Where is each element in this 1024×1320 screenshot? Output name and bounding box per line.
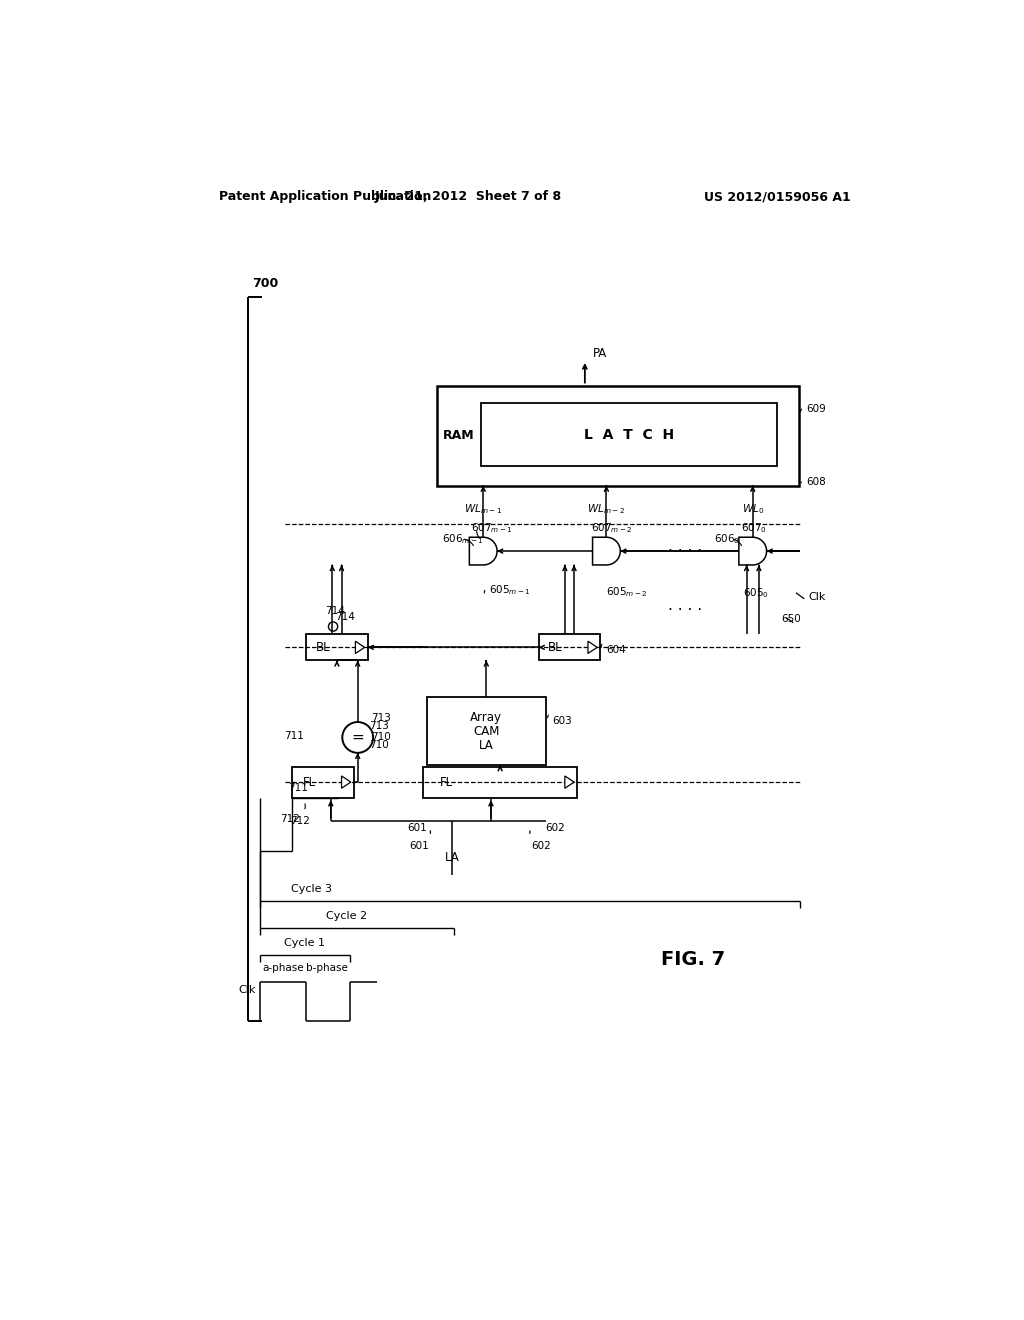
Text: $607_{m-2}$: $607_{m-2}$ bbox=[591, 521, 633, 535]
Text: LA: LA bbox=[479, 739, 494, 751]
Polygon shape bbox=[593, 537, 621, 565]
Text: 714: 714 bbox=[335, 612, 354, 622]
Text: $WL_{m-2}$: $WL_{m-2}$ bbox=[588, 502, 626, 516]
Bar bbox=[423, 767, 578, 797]
Text: a-phase: a-phase bbox=[262, 964, 304, 973]
Text: · · · ·: · · · · bbox=[668, 603, 702, 618]
Text: b-phase: b-phase bbox=[306, 964, 348, 973]
Text: 601: 601 bbox=[408, 824, 427, 833]
Text: 603: 603 bbox=[553, 715, 572, 726]
Text: 713: 713 bbox=[372, 713, 391, 723]
Text: Patent Application Publication: Patent Application Publication bbox=[219, 190, 431, 203]
Text: $606_{m-1}$: $606_{m-1}$ bbox=[442, 533, 484, 546]
Text: $605_{m-2}$: $605_{m-2}$ bbox=[605, 585, 647, 599]
Text: 712: 712 bbox=[290, 816, 310, 825]
Text: 650: 650 bbox=[781, 614, 801, 624]
Bar bbox=[306, 635, 368, 660]
Text: FL: FL bbox=[303, 776, 315, 788]
Text: $605_0$: $605_0$ bbox=[743, 586, 769, 601]
Text: 711: 711 bbox=[285, 731, 304, 741]
Text: Cycle 1: Cycle 1 bbox=[284, 939, 325, 948]
Text: US 2012/0159056 A1: US 2012/0159056 A1 bbox=[703, 190, 851, 203]
Text: Clk: Clk bbox=[239, 985, 256, 995]
Text: 609: 609 bbox=[807, 404, 826, 413]
Polygon shape bbox=[355, 642, 365, 653]
Text: 712: 712 bbox=[280, 814, 300, 824]
Text: 604: 604 bbox=[606, 644, 626, 655]
Polygon shape bbox=[469, 537, 497, 565]
Text: PA: PA bbox=[593, 347, 607, 360]
Polygon shape bbox=[342, 776, 351, 788]
Text: · · · ·: · · · · bbox=[668, 544, 702, 558]
Text: Cycle 2: Cycle 2 bbox=[326, 911, 367, 921]
Text: $606_0$: $606_0$ bbox=[714, 533, 740, 546]
Text: LA: LA bbox=[445, 851, 460, 865]
Text: $WL_{m-1}$: $WL_{m-1}$ bbox=[464, 502, 502, 516]
Text: BL: BL bbox=[548, 640, 563, 653]
Text: $607_0$: $607_0$ bbox=[741, 521, 767, 535]
Text: 602: 602 bbox=[545, 824, 564, 833]
Bar bbox=[427, 697, 547, 766]
Text: Array: Array bbox=[470, 711, 503, 723]
Text: L  A  T  C  H: L A T C H bbox=[584, 428, 674, 442]
Text: $607_{m-1}$: $607_{m-1}$ bbox=[471, 521, 513, 535]
Text: Cycle 3: Cycle 3 bbox=[291, 884, 332, 894]
Text: =: = bbox=[351, 730, 365, 744]
Text: 601: 601 bbox=[410, 841, 429, 851]
Bar bbox=[292, 767, 354, 797]
Text: $WL_0$: $WL_0$ bbox=[741, 502, 764, 516]
Text: FL: FL bbox=[439, 776, 453, 788]
Polygon shape bbox=[588, 642, 597, 653]
Text: Clk: Clk bbox=[808, 593, 825, 602]
Text: BL: BL bbox=[315, 640, 331, 653]
Text: 710: 710 bbox=[370, 741, 389, 750]
Text: $605_{m-1}$: $605_{m-1}$ bbox=[489, 582, 531, 597]
Bar bbox=[437, 385, 799, 486]
Text: 714: 714 bbox=[325, 606, 344, 616]
Bar bbox=[539, 635, 600, 660]
Text: 700: 700 bbox=[252, 277, 279, 289]
Text: 713: 713 bbox=[370, 721, 389, 731]
Text: CAM: CAM bbox=[473, 725, 500, 738]
Text: Jun. 21, 2012  Sheet 7 of 8: Jun. 21, 2012 Sheet 7 of 8 bbox=[374, 190, 561, 203]
Text: 602: 602 bbox=[531, 841, 551, 851]
Text: RAM: RAM bbox=[442, 429, 474, 442]
Text: 711: 711 bbox=[289, 783, 308, 793]
Text: 710: 710 bbox=[372, 733, 391, 742]
Text: 608: 608 bbox=[807, 477, 826, 487]
Polygon shape bbox=[739, 537, 767, 565]
Polygon shape bbox=[565, 776, 574, 788]
Bar bbox=[481, 404, 777, 466]
Text: FIG. 7: FIG. 7 bbox=[660, 949, 725, 969]
